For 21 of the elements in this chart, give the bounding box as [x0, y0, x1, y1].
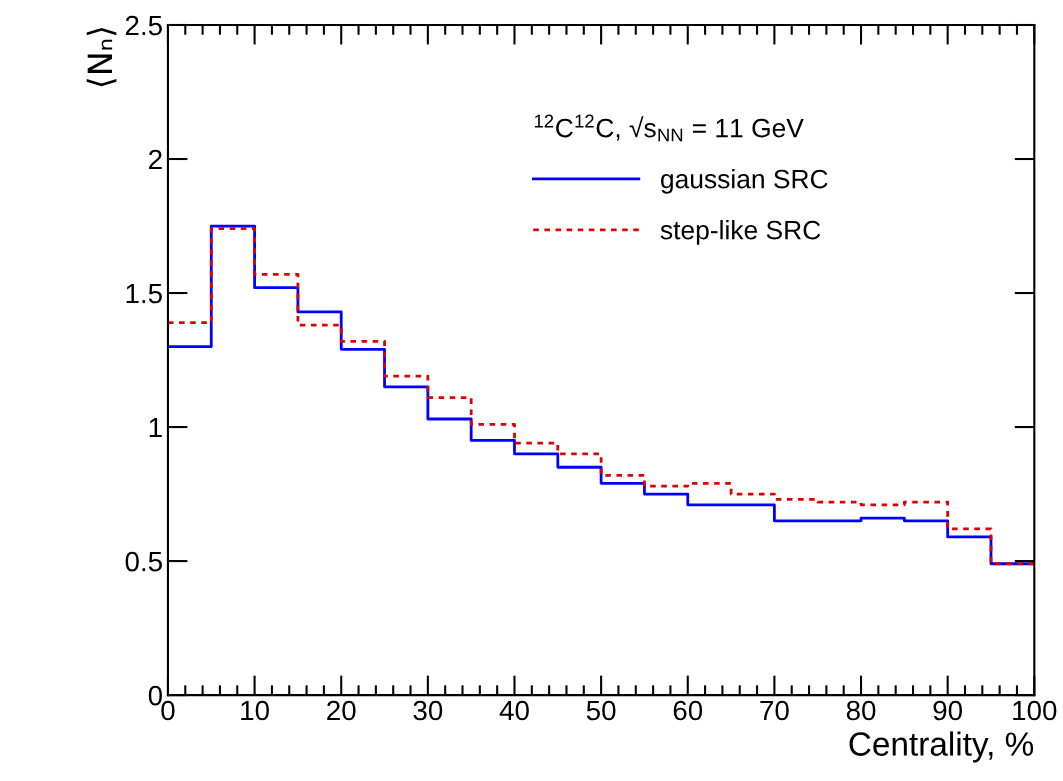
y-tick-label: 2.5	[125, 15, 162, 36]
legend-label: step-like SRC	[660, 220, 821, 245]
x-tick-label: 80	[846, 700, 876, 721]
x-tick-label: 30	[413, 700, 443, 721]
y-tick-label: 0	[148, 685, 163, 706]
x-tick-label: 40	[499, 700, 529, 721]
x-tick-label: 20	[327, 700, 356, 721]
y-tick-label: 2	[149, 149, 162, 170]
legend-title: $^{12}$C$^{12}$C, √s$_{NN}$ = 11 GeV	[534, 114, 804, 142]
x-axis-title: Centrality, %	[849, 731, 1034, 763]
y-tick-label: 1	[149, 418, 162, 438]
x-tick-label: 90	[933, 700, 963, 721]
legend-label: gaussian SRC	[661, 169, 828, 194]
x-tick-label: 60	[673, 700, 703, 721]
y-tick-label: 1.5	[126, 283, 162, 304]
x-tick-label: 10	[241, 700, 269, 721]
x-tick-label: 100	[1013, 700, 1057, 721]
y-axis-title: ⟨Nₙ⟩	[86, 27, 117, 87]
y-tick-label: 0.5	[125, 551, 162, 572]
x-tick-label: 50	[586, 700, 616, 721]
x-tick-label: 70	[760, 700, 789, 721]
